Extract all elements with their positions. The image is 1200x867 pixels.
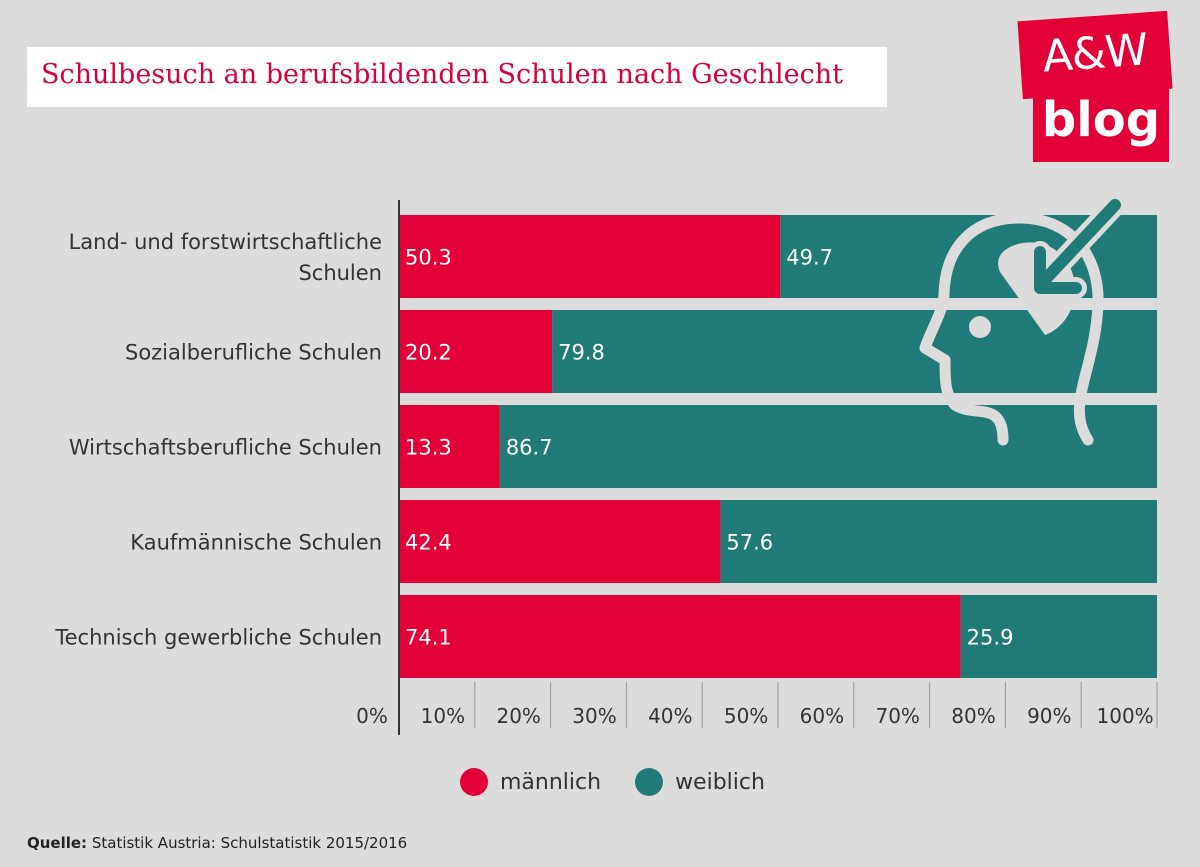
head-with-arrow-icon	[919, 194, 1126, 446]
x-tick-label: 70%	[875, 704, 919, 728]
category-label: Kaufmännische Schulen	[130, 531, 382, 555]
legend-female-label: weiblich	[675, 769, 765, 795]
category-label: Schulen	[298, 261, 382, 285]
value-label-female: 49.7	[786, 246, 833, 270]
source-label: Quelle:	[27, 834, 88, 852]
legend-male-label: männlich	[500, 769, 602, 795]
bar-female	[960, 595, 1157, 678]
head-outline	[919, 212, 1104, 446]
arrow-inner	[1034, 199, 1121, 294]
category-label: Technisch gewerbliche Schulen	[54, 626, 382, 650]
value-label-female: 57.6	[726, 531, 773, 555]
aw-blog-logo: A&W blog	[1010, 10, 1173, 162]
value-label-male: 50.3	[405, 246, 452, 270]
legend-male-swatch	[460, 768, 488, 796]
category-label: Sozialberufliche Schulen	[125, 341, 382, 365]
x-tick-label: 30%	[572, 704, 616, 728]
x-tick-label: 60%	[800, 704, 844, 728]
value-label-female: 79.8	[558, 341, 605, 365]
logo-line2: blog	[1033, 86, 1169, 162]
bar-female	[499, 405, 1158, 488]
source-text: Statistik Austria: Schulstatistik 2015/2…	[91, 834, 408, 852]
x-tick-label: 10%	[421, 704, 465, 728]
bar-male	[399, 595, 961, 678]
value-label-male: 13.3	[405, 436, 452, 460]
x-tick-label: 100%	[1097, 704, 1154, 728]
bar-male	[399, 405, 500, 488]
legend-female-swatch	[635, 768, 664, 796]
title-box: Schulbesuch an berufsbildenden Schulen n…	[27, 47, 887, 107]
bar-male	[399, 215, 781, 298]
bar-male	[399, 310, 553, 393]
value-label-male: 74.1	[405, 626, 452, 650]
category-label: Land- und forstwirtschaftliche	[69, 230, 382, 254]
page-title: Schulbesuch an berufsbildenden Schulen n…	[41, 59, 843, 90]
x-tick-label: 40%	[648, 704, 692, 728]
value-label-male: 20.2	[405, 341, 452, 365]
value-label-male: 42.4	[405, 531, 452, 555]
source-note: Quelle: Statistik Austria: Schulstatisti…	[27, 834, 407, 852]
value-label-female: 25.9	[967, 626, 1014, 650]
category-label: Wirtschaftsberufliche Schulen	[69, 436, 382, 460]
x-tick-label: 50%	[724, 704, 768, 728]
value-label-female: 86.7	[506, 436, 553, 460]
x-tick-label: 80%	[951, 704, 995, 728]
legend: männlich weiblich	[460, 766, 799, 798]
x-tick-label: 90%	[1027, 704, 1071, 728]
bar-female	[720, 500, 1157, 583]
bar-male	[399, 500, 721, 583]
x-tick-label: 0%	[356, 704, 388, 728]
eye-dot	[969, 316, 991, 338]
bar-female	[552, 310, 1157, 393]
x-tick-label: 20%	[496, 704, 540, 728]
